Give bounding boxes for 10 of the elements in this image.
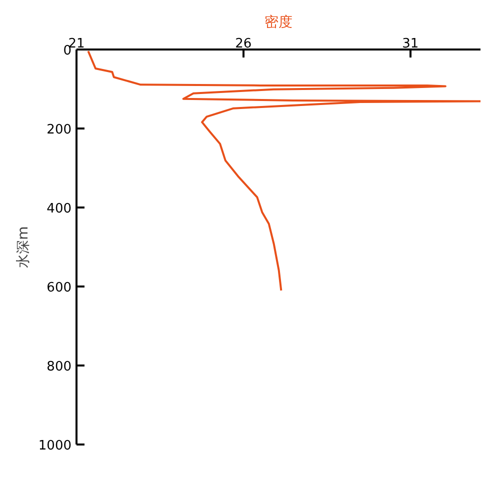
y-tick-label: 800 bbox=[46, 360, 72, 374]
y-tick-label: 200 bbox=[46, 122, 72, 138]
y-axis-title: 水深m bbox=[15, 226, 32, 268]
x-tick-label: 31 bbox=[402, 36, 419, 52]
y-tick-label: 400 bbox=[46, 202, 72, 216]
x-tick-label: 26 bbox=[235, 36, 252, 52]
x-axis-title: 密度 bbox=[264, 14, 292, 30]
line-series bbox=[87, 50, 480, 292]
y-tick-label: 1000 bbox=[38, 438, 72, 454]
y-tick-label: 600 bbox=[46, 280, 72, 296]
